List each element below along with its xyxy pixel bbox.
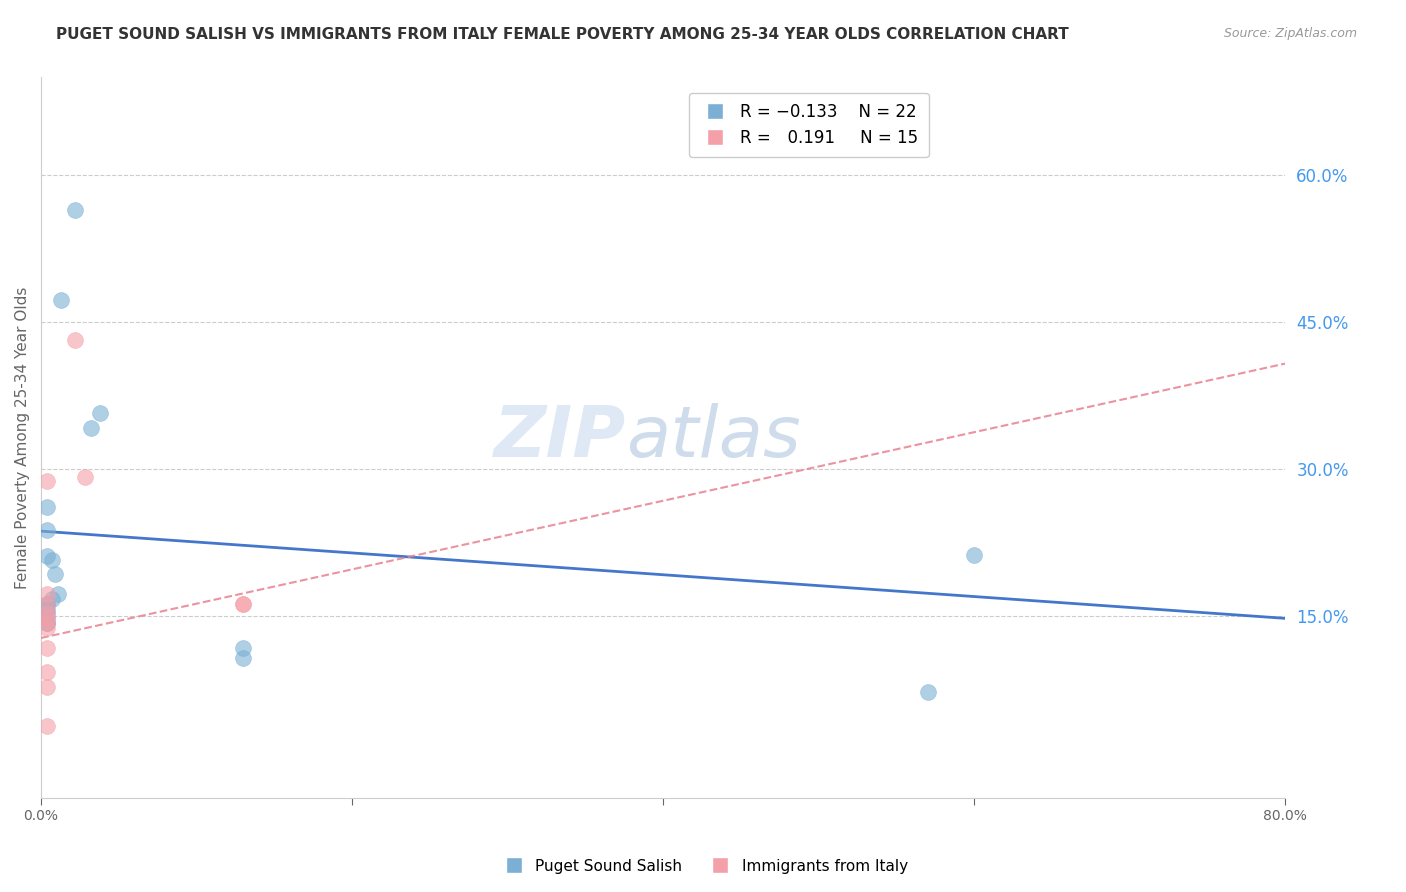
Point	[51, 293, 73, 307]
Point	[37, 601, 59, 615]
Text: ZIP: ZIP	[494, 403, 626, 472]
Point	[37, 719, 59, 733]
Point	[232, 597, 254, 611]
Point	[37, 500, 59, 514]
Point	[37, 616, 59, 631]
Point	[232, 597, 254, 611]
Point	[41, 552, 63, 566]
Point	[37, 474, 59, 488]
Text: atlas: atlas	[626, 403, 800, 472]
Point	[37, 611, 59, 625]
Point	[37, 597, 59, 611]
Legend: Puget Sound Salish, Immigrants from Italy: Puget Sound Salish, Immigrants from Ital…	[492, 853, 914, 880]
Point	[37, 607, 59, 621]
Point	[37, 640, 59, 655]
Point	[46, 587, 69, 601]
Text: Source: ZipAtlas.com: Source: ZipAtlas.com	[1223, 27, 1357, 40]
Point	[37, 621, 59, 635]
Point	[963, 548, 986, 562]
Point	[80, 421, 103, 435]
Point	[65, 202, 87, 217]
Point	[37, 523, 59, 537]
Point	[37, 607, 59, 621]
Text: PUGET SOUND SALISH VS IMMIGRANTS FROM ITALY FEMALE POVERTY AMONG 25-34 YEAR OLDS: PUGET SOUND SALISH VS IMMIGRANTS FROM IT…	[56, 27, 1069, 42]
Point	[37, 597, 59, 611]
Point	[37, 587, 59, 601]
Legend: R = −0.133    N = 22, R =  0.191   N = 15: R = −0.133 N = 22, R = 0.191 N = 15	[689, 93, 928, 157]
Point	[232, 640, 254, 655]
Point	[37, 597, 59, 611]
Point	[37, 665, 59, 680]
Point	[41, 591, 63, 606]
Point	[65, 333, 87, 347]
Point	[232, 650, 254, 665]
Point	[37, 549, 59, 563]
Point	[44, 567, 66, 582]
Point	[37, 616, 59, 631]
Y-axis label: Female Poverty Among 25-34 Year Olds: Female Poverty Among 25-34 Year Olds	[15, 286, 30, 589]
Point	[37, 611, 59, 625]
Point	[37, 616, 59, 631]
Point	[73, 470, 96, 484]
Point	[37, 680, 59, 694]
Point	[89, 406, 111, 420]
Point	[917, 685, 939, 699]
